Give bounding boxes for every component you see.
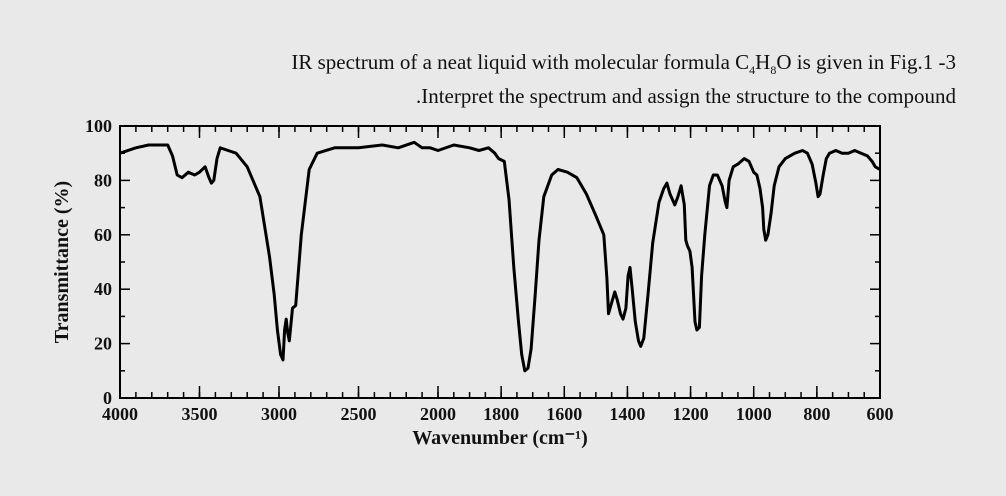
- y-tick-label: 40: [94, 279, 112, 299]
- x-tick-label: 1600: [546, 404, 582, 424]
- plot-frame: [119, 125, 881, 399]
- tick-labels: 4000 3500 3000 2500 2000 1800 1600 1400 1200 1000…: [85, 116, 894, 424]
- y-tick-label: 80: [94, 170, 112, 190]
- question-text-start: IR spectrum of a neat liquid with molecu…: [291, 50, 750, 74]
- x-axis-title: Wavenumber (cm⁻¹): [412, 427, 588, 449]
- x-tick-label: 4000: [102, 404, 138, 424]
- hydrogen-symbol: H: [755, 50, 771, 74]
- x-tick-label: 1200: [673, 404, 709, 424]
- subscript-hydrogen-count: 8: [770, 63, 777, 78]
- x-tick-label: 1000: [736, 404, 772, 424]
- x-tick-label: 2000: [420, 404, 456, 424]
- y-tick-label: 100: [85, 116, 112, 136]
- y-tick-label: 20: [94, 334, 112, 354]
- spectrum-line: [119, 140, 881, 373]
- x-tick-label: 3000: [261, 404, 297, 424]
- x-tick-label: 1800: [483, 404, 519, 424]
- question-line-2: .Interpret the spectrum and assign the s…: [415, 84, 956, 108]
- y-tick-label: 0: [103, 388, 112, 408]
- x-tick-label: 2500: [341, 404, 377, 424]
- subscript-carbon-count: 4: [749, 63, 756, 78]
- x-tick-label: 800: [803, 404, 830, 424]
- question-text-end: O is given in Fig.1 -3: [776, 50, 956, 74]
- x-tick-label: 3500: [182, 404, 218, 424]
- x-tick-label: 600: [867, 404, 894, 424]
- tick-marks: [119, 125, 881, 399]
- x-tick-label: 1400: [609, 404, 645, 424]
- y-tick-label: 60: [94, 225, 112, 245]
- question-line-1: IR spectrum of a neat liquid with molecu…: [291, 50, 956, 78]
- y-axis-title: Transmittance (%): [51, 181, 73, 343]
